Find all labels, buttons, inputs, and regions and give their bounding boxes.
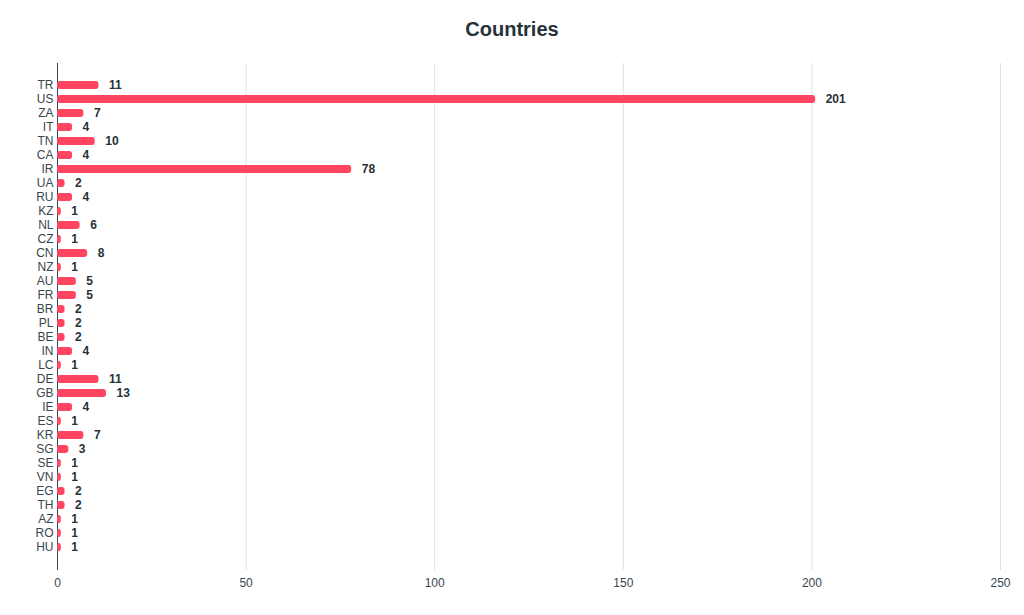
svg-text:CZ: CZ [38, 232, 54, 246]
svg-text:NZ: NZ [38, 260, 54, 274]
svg-text:2: 2 [75, 484, 82, 498]
svg-text:250: 250 [990, 576, 1010, 590]
svg-text:5: 5 [86, 288, 93, 302]
svg-text:UA: UA [37, 176, 54, 190]
svg-text:BE: BE [37, 330, 53, 344]
svg-text:200: 200 [802, 576, 822, 590]
svg-text:IE: IE [42, 400, 53, 414]
svg-text:78: 78 [362, 162, 376, 176]
html-text:Countries: Countries [465, 18, 559, 40]
svg-text:8: 8 [98, 246, 105, 260]
svg-text:1: 1 [71, 470, 78, 484]
svg-text:3: 3 [79, 442, 86, 456]
svg-text:TN: TN [38, 134, 54, 148]
svg-text:2: 2 [75, 176, 82, 190]
svg-text:RO: RO [36, 526, 54, 540]
svg-text:10: 10 [105, 134, 119, 148]
svg-text:2: 2 [75, 498, 82, 512]
svg-text:1: 1 [71, 512, 78, 526]
svg-text:1: 1 [71, 540, 78, 554]
svg-text:BR: BR [37, 302, 54, 316]
svg-text:2: 2 [75, 330, 82, 344]
svg-text:TH: TH [38, 498, 54, 512]
svg-text:50: 50 [239, 576, 253, 590]
svg-text:0: 0 [54, 576, 61, 590]
svg-text:CA: CA [37, 148, 54, 162]
svg-text:4: 4 [83, 400, 90, 414]
svg-text:2: 2 [75, 316, 82, 330]
svg-text:4: 4 [83, 120, 90, 134]
svg-text:TR: TR [38, 78, 54, 92]
svg-text:IR: IR [42, 162, 54, 176]
svg-text:IT: IT [43, 120, 54, 134]
svg-text:FR: FR [38, 288, 54, 302]
svg-text:4: 4 [83, 190, 90, 204]
svg-text:1: 1 [71, 414, 78, 428]
svg-text:GB: GB [36, 386, 53, 400]
svg-text:100: 100 [425, 576, 445, 590]
svg-text:AU: AU [37, 274, 54, 288]
svg-text:4: 4 [83, 148, 90, 162]
svg-text:SG: SG [36, 442, 53, 456]
svg-text:NL: NL [38, 218, 54, 232]
svg-text:11: 11 [109, 78, 122, 92]
svg-text:KZ: KZ [38, 204, 53, 218]
svg-text:11: 11 [109, 372, 122, 386]
svg-text:1: 1 [71, 204, 78, 218]
svg-text:DE: DE [37, 372, 54, 386]
svg-text:13: 13 [117, 386, 131, 400]
svg-text:ZA: ZA [38, 106, 53, 120]
svg-text:EG: EG [36, 484, 53, 498]
svg-text:150: 150 [613, 576, 633, 590]
svg-text:1: 1 [71, 456, 78, 470]
svg-text:1: 1 [71, 526, 78, 540]
svg-text:VN: VN [37, 470, 54, 484]
svg-text:PL: PL [39, 316, 54, 330]
svg-text:US: US [37, 92, 54, 106]
svg-text:2: 2 [75, 302, 82, 316]
svg-text:RU: RU [36, 190, 53, 204]
svg-text:1: 1 [71, 260, 78, 274]
svg-text:ES: ES [37, 414, 53, 428]
svg-text:SE: SE [37, 456, 53, 470]
svg-text:CN: CN [36, 246, 53, 260]
svg-text:7: 7 [94, 106, 101, 120]
svg-text:1: 1 [71, 358, 78, 372]
svg-text:201: 201 [826, 92, 846, 106]
svg-text:KR: KR [37, 428, 54, 442]
svg-text:IN: IN [42, 344, 54, 358]
svg-text:AZ: AZ [38, 512, 53, 526]
svg-text:5: 5 [86, 274, 93, 288]
svg-text:1: 1 [71, 232, 78, 246]
svg-text:LC: LC [38, 358, 54, 372]
svg-text:HU: HU [36, 540, 53, 554]
svg-text:4: 4 [83, 344, 90, 358]
svg-text:7: 7 [94, 428, 101, 442]
svg-text:6: 6 [90, 218, 97, 232]
